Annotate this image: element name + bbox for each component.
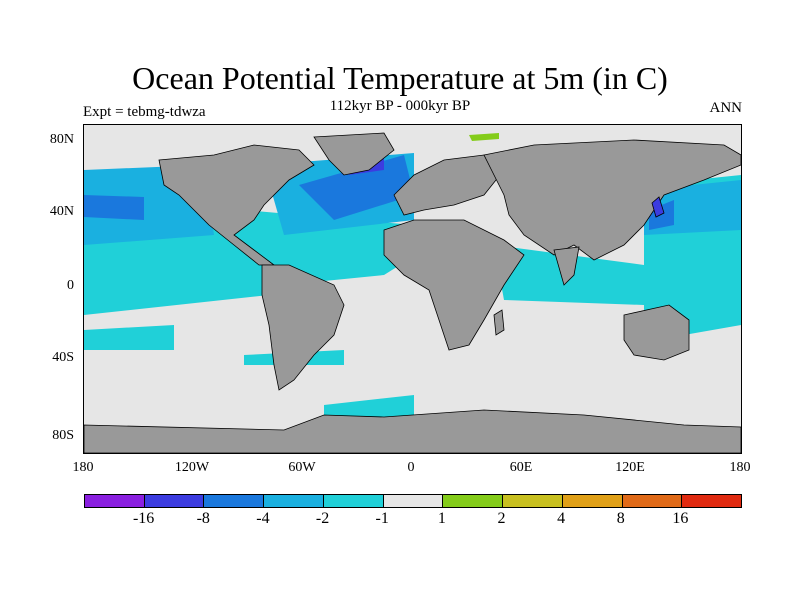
lon-label-120e: 120E bbox=[615, 460, 645, 475]
season-label: ANN bbox=[709, 100, 743, 116]
japan bbox=[651, 196, 665, 218]
map-plot-area bbox=[83, 124, 742, 454]
colorbar-label: -1 bbox=[375, 510, 389, 527]
colorbar-label: -16 bbox=[132, 510, 155, 527]
africa bbox=[383, 219, 525, 351]
lon-label-0: 0 bbox=[407, 460, 415, 475]
lon-label-120w: 120W bbox=[174, 460, 210, 475]
colorbar-segment bbox=[323, 495, 384, 507]
colorbar-segment bbox=[682, 495, 742, 507]
colorbar-segment bbox=[264, 495, 324, 507]
lat-label-40n: 40N bbox=[49, 204, 74, 219]
map-title: Ocean Potential Temperature at 5m (in C) bbox=[132, 60, 668, 96]
australia bbox=[623, 304, 690, 361]
south-america bbox=[261, 264, 345, 391]
lon-label-60w: 60W bbox=[288, 460, 316, 475]
colorbar bbox=[84, 494, 742, 508]
colorbar-segment bbox=[144, 495, 205, 507]
colorbar-label: -4 bbox=[256, 510, 270, 527]
colorbar-segment bbox=[503, 495, 563, 507]
continents bbox=[84, 132, 741, 453]
arctic-green-patch bbox=[469, 133, 499, 141]
india bbox=[553, 246, 580, 286]
south-pacific-cyan bbox=[84, 325, 174, 350]
colorbar-label: 2 bbox=[497, 510, 506, 527]
antarctica bbox=[84, 409, 741, 453]
lat-label-0: 0 bbox=[67, 278, 74, 293]
southern-ocean-cyan bbox=[324, 395, 414, 420]
europe bbox=[393, 154, 505, 216]
lat-label-80n: 80N bbox=[49, 132, 74, 147]
lon-label-180w: 180 bbox=[72, 460, 94, 475]
pacific-cyan-band bbox=[84, 217, 269, 315]
colorbar-label: 8 bbox=[616, 510, 625, 527]
colorbar-segment bbox=[562, 495, 623, 507]
world-map bbox=[84, 132, 741, 453]
experiment-label: Expt = tebmg-tdwza bbox=[83, 104, 206, 120]
colorbar-segment bbox=[622, 495, 683, 507]
colorbar-label: 16 bbox=[672, 510, 689, 527]
colorbar-label: -8 bbox=[196, 510, 210, 527]
colorbar-segment bbox=[383, 495, 444, 507]
colorbar-segment bbox=[204, 495, 265, 507]
lon-label-180e: 180 bbox=[729, 460, 751, 475]
lat-label-40s: 40S bbox=[52, 350, 74, 365]
madagascar bbox=[493, 309, 505, 336]
colorbar-label: -2 bbox=[315, 510, 330, 527]
lat-label-80s: 80S bbox=[52, 428, 74, 443]
greenland bbox=[313, 132, 395, 176]
colorbar-label: 4 bbox=[557, 510, 566, 527]
map-subtitle: 112kyr BP - 000kyr BP bbox=[329, 98, 471, 114]
north-pacific-blue bbox=[84, 195, 144, 220]
asia bbox=[483, 139, 741, 261]
lon-label-60e: 60E bbox=[509, 460, 533, 475]
colorbar-segment bbox=[443, 495, 504, 507]
north-america bbox=[158, 144, 315, 266]
colorbar-label: 1 bbox=[437, 510, 446, 527]
colorbar-segment bbox=[85, 495, 145, 507]
north-atlantic-blue bbox=[299, 155, 414, 220]
